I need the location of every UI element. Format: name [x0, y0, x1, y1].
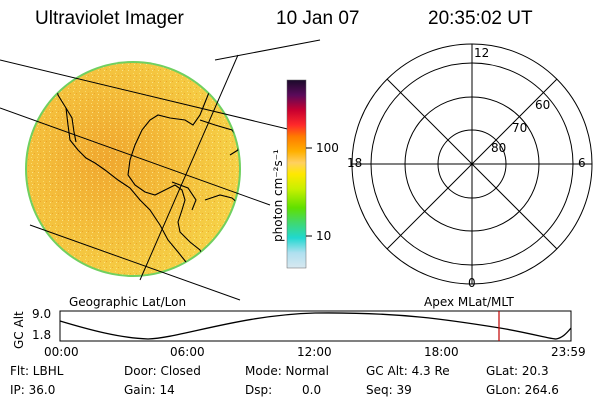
mode-value: Mode: Normal	[245, 364, 329, 378]
mlt-label-12: 12	[474, 46, 490, 60]
colorbar-tick-10: 10	[316, 229, 332, 243]
time-label: 20:35:02 UT	[428, 8, 533, 29]
ip-value: IP: 36.0	[10, 383, 56, 397]
door-status: Door: Closed	[124, 364, 201, 378]
altitude-axis-label: GC Alt	[12, 311, 26, 349]
colorbar-tick-100: 100	[316, 141, 339, 155]
dsp-value: 0.0	[302, 383, 322, 397]
color-scale-bar	[286, 79, 312, 269]
mlat-label-60: 60	[535, 98, 551, 112]
polar-mlat-mlt-plot	[351, 43, 593, 285]
app-title: Ultraviolet Imager	[35, 8, 184, 29]
mlt-label-18: 18	[347, 156, 363, 170]
dsp-label: Dsp:	[245, 383, 273, 397]
filter-value: Flt: LBHL	[10, 364, 64, 378]
polar-caption: Apex MLat/MLT	[424, 295, 514, 309]
glat-value: GLat: 20.3	[486, 364, 549, 378]
gc-altitude-plot	[59, 310, 572, 342]
map-graticule	[0, 39, 321, 301]
gc-alt-value: GC Alt: 4.3 Re	[366, 364, 450, 378]
mlat-label-70: 70	[512, 121, 528, 135]
mlat-label-80: 80	[491, 141, 507, 155]
time-tick-0000: 00:00	[44, 345, 79, 359]
mlt-label-0: 0	[468, 276, 476, 290]
time-tick-1800: 18:00	[424, 345, 459, 359]
colorbar-unit-label: photon cm⁻²s⁻¹	[271, 149, 285, 242]
time-tick-1200: 12:00	[297, 345, 332, 359]
date-label: 10 Jan 07	[276, 8, 360, 29]
map-caption: Geographic Lat/Lon	[69, 295, 187, 309]
altitude-y-min: 1.8	[32, 328, 52, 342]
uv-image-disk	[25, 61, 241, 277]
seq-value: Seq: 39	[366, 383, 412, 397]
time-tick-2359: 23:59	[551, 345, 586, 359]
mlt-label-6: 6	[578, 156, 586, 170]
glon-value: GLon: 264.6	[486, 383, 559, 397]
time-tick-0600: 06:00	[170, 345, 205, 359]
gain-value: Gain: 14	[124, 383, 175, 397]
altitude-y-max: 9.0	[32, 307, 52, 321]
